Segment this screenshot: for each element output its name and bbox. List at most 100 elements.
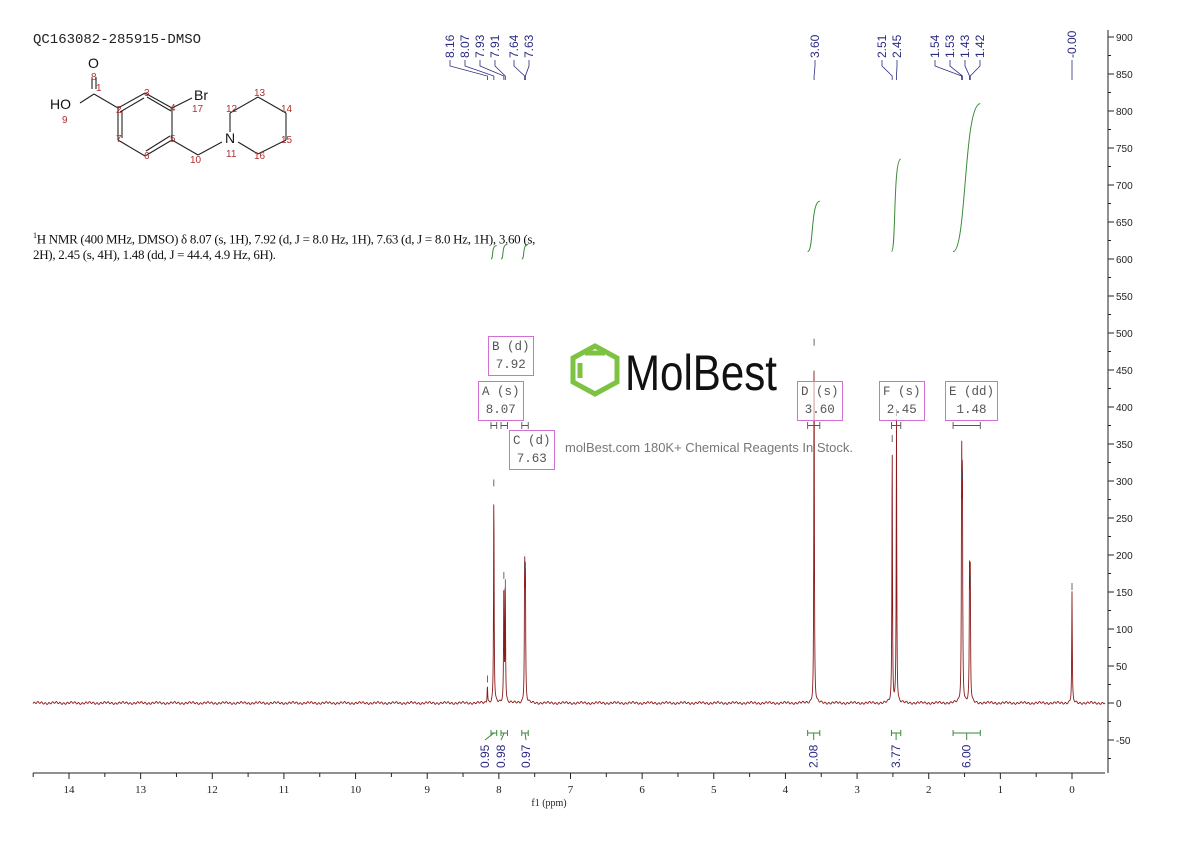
multiplet-label: B (d) [492, 340, 530, 354]
integral-bracket [521, 730, 529, 741]
peak-label-connector [524, 60, 530, 80]
multiplet-shift: 8.07 [485, 403, 516, 417]
peak-label-connector [813, 60, 816, 80]
peak-label: 1.42 [973, 34, 987, 58]
atom-number: 7 [116, 134, 122, 145]
x-tick-label: 13 [135, 784, 147, 796]
x-tick-label: 3 [854, 784, 860, 796]
integral-value: 0.95 [478, 744, 492, 768]
x-axis-label: f1 (ppm) [531, 798, 566, 809]
y-tick-label: -50 [1116, 736, 1131, 747]
x-tick-label: 12 [207, 784, 218, 796]
y-tick-label: 100 [1116, 625, 1133, 636]
atom-number: 14 [281, 104, 293, 115]
x-tick-label: 10 [350, 784, 362, 796]
peak-label: 7.63 [522, 34, 536, 58]
integral-bracket [807, 730, 821, 740]
multiplet-box-a[interactable]: A (s) 8.07 [478, 381, 524, 421]
y-tick-label: 450 [1116, 366, 1133, 377]
multiplet-range-bracket [807, 422, 821, 429]
nmr-text-line2: 2H), 2.45 (s, 4H), 1.48 (dd, J = 44.4, 4… [33, 247, 276, 263]
integral-curve [521, 243, 529, 260]
integral-value: 0.97 [519, 744, 533, 768]
y-tick-label: 150 [1116, 588, 1133, 599]
multiplet-shift: 2.45 [886, 403, 917, 417]
integral-curve [490, 245, 497, 260]
peak-label: -0.00 [1065, 30, 1079, 58]
peak-label: 3.60 [808, 34, 822, 58]
y-tick-label: 200 [1116, 551, 1133, 562]
peak-label-connector [896, 60, 898, 80]
x-tick-label: 7 [568, 784, 574, 796]
spectrum-line [32, 370, 1106, 705]
peak-label-connector [969, 60, 981, 80]
x-tick-label: 9 [424, 784, 430, 796]
atom-number: 1 [96, 83, 102, 94]
multiplet-range-bracket [952, 422, 981, 429]
x-tick-label: 5 [711, 784, 717, 796]
atom-number: 10 [190, 155, 202, 166]
superscript: 1 [33, 231, 37, 240]
multiplet-shift: 7.92 [495, 358, 526, 372]
atom-number: 15 [281, 135, 293, 146]
atom-label: N [225, 130, 235, 146]
peak-label-connector [464, 60, 495, 80]
y-tick-label: 650 [1116, 218, 1133, 229]
x-tick-label: 6 [639, 784, 645, 796]
multiplet-label: E (dd) [949, 385, 995, 399]
integral-value: 0.98 [494, 744, 508, 768]
y-tick-label: 300 [1116, 477, 1133, 488]
multiplet-box-e[interactable]: E (dd) 1.48 [945, 381, 999, 421]
integral-value: 2.08 [807, 744, 821, 768]
y-tick-label: 850 [1116, 70, 1133, 81]
multiplet-box-c[interactable]: C (d) 7.63 [509, 430, 555, 470]
x-tick-label: 11 [279, 784, 290, 796]
x-tick-label: 4 [783, 784, 789, 796]
atom-number: 11 [226, 149, 237, 160]
peak-label: 7.64 [507, 34, 521, 58]
x-tick-label: 0 [1069, 784, 1075, 796]
peak-label: 7.91 [488, 34, 502, 58]
atom-number: 12 [226, 104, 238, 115]
peak-label-connector [513, 60, 526, 80]
atom-number: 3 [144, 88, 150, 99]
y-tick-label: 500 [1116, 329, 1133, 340]
integral-curve [500, 243, 508, 260]
peak-label-connector [494, 60, 506, 80]
atom-number: 6 [144, 151, 150, 162]
y-tick-label: 600 [1116, 255, 1133, 266]
multiplet-range-bracket [891, 422, 902, 429]
peak-label: 8.16 [443, 34, 457, 58]
atom-number: 4 [170, 103, 176, 114]
peak-label-connector [949, 60, 963, 80]
nmr-description: 1H NMR (400 MHz, DMSO) δ 8.07 (s, 1H), 7… [33, 228, 535, 263]
multiplet-box-d[interactable]: D (s) 3.60 [797, 381, 843, 421]
multiplet-range-bracket [500, 422, 508, 429]
multiplet-label: A (s) [482, 385, 520, 399]
x-tick-label: 14 [64, 784, 76, 796]
multiplet-box-f[interactable]: F (s) 2.45 [879, 381, 925, 421]
integral-bracket [500, 730, 508, 741]
atom-number: 2 [116, 105, 122, 116]
y-tick-label: 750 [1116, 144, 1133, 155]
atom-label: HO [50, 96, 71, 112]
multiplet-range-bracket [521, 422, 529, 429]
peak-label-connector [934, 60, 963, 80]
multiplet-label: C (d) [513, 434, 551, 448]
atom-number: 17 [192, 104, 204, 115]
y-tick-label: 350 [1116, 440, 1133, 451]
peak-label-connector [881, 60, 893, 80]
integral-curve [807, 200, 821, 253]
peak-label-connector [964, 60, 970, 80]
integral-bracket [952, 730, 981, 740]
y-tick-label: 250 [1116, 514, 1133, 525]
multiplet-label: F (s) [883, 385, 921, 399]
y-tick-label: 0 [1116, 699, 1122, 710]
integral-curve [890, 158, 902, 253]
multiplet-box-b[interactable]: B (d) 7.92 [488, 336, 534, 376]
peak-label-connector [479, 60, 505, 80]
multiplet-shift: 7.63 [516, 452, 547, 466]
y-tick-label: 700 [1116, 181, 1133, 192]
x-tick-label: 2 [926, 784, 932, 796]
